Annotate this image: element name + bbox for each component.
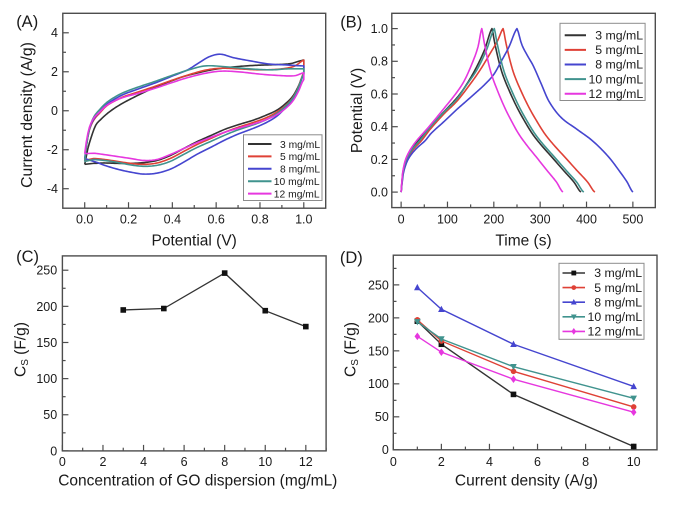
svg-text:(A): (A): [16, 13, 38, 31]
svg-text:250: 250: [368, 278, 389, 292]
svg-text:Potential (V): Potential (V): [152, 233, 237, 250]
svg-text:12 mg/mL: 12 mg/mL: [589, 87, 644, 101]
svg-text:(C): (C): [16, 248, 39, 266]
svg-text:50: 50: [43, 408, 57, 422]
svg-text:12 mg/mL: 12 mg/mL: [588, 325, 643, 339]
svg-text:0.8: 0.8: [251, 212, 268, 226]
svg-text:2: 2: [99, 455, 106, 469]
svg-text:6: 6: [181, 455, 188, 469]
svg-text:CS (F/g): CS (F/g): [343, 322, 362, 377]
svg-text:0: 0: [398, 212, 405, 226]
svg-text:8 mg/mL: 8 mg/mL: [594, 295, 642, 309]
svg-text:(D): (D): [340, 249, 363, 267]
svg-text:150: 150: [36, 336, 57, 350]
svg-text:6: 6: [534, 455, 541, 469]
svg-text:3 mg/mL: 3 mg/mL: [595, 29, 643, 43]
svg-text:12 mg/mL: 12 mg/mL: [274, 189, 320, 200]
svg-text:5 mg/mL: 5 mg/mL: [595, 43, 643, 57]
svg-text:2: 2: [438, 455, 445, 469]
svg-text:8: 8: [582, 455, 589, 469]
svg-text:5 mg/mL: 5 mg/mL: [280, 152, 320, 163]
svg-text:Concentration of GO dispersion: Concentration of GO dispersion (mg/mL): [58, 473, 337, 490]
svg-text:500: 500: [622, 212, 643, 226]
svg-text:0.8: 0.8: [371, 55, 388, 69]
svg-text:1.0: 1.0: [371, 22, 388, 36]
svg-text:0: 0: [382, 443, 389, 457]
svg-text:Current density (A/g): Current density (A/g): [455, 473, 598, 490]
svg-text:8: 8: [221, 455, 228, 469]
svg-text:100: 100: [437, 212, 458, 226]
svg-text:0.4: 0.4: [371, 120, 388, 134]
svg-text:0: 0: [59, 455, 66, 469]
svg-text:200: 200: [368, 311, 389, 325]
svg-text:5 mg/mL: 5 mg/mL: [594, 281, 642, 295]
svg-text:4: 4: [140, 455, 147, 469]
svg-text:0.2: 0.2: [371, 153, 388, 167]
svg-text:-2: -2: [47, 143, 58, 157]
svg-text:150: 150: [368, 344, 389, 358]
svg-text:4: 4: [51, 26, 58, 40]
svg-text:0: 0: [390, 455, 397, 469]
svg-text:4: 4: [486, 455, 493, 469]
svg-text:10: 10: [258, 455, 272, 469]
svg-text:0.0: 0.0: [371, 186, 388, 200]
svg-text:8 mg/mL: 8 mg/mL: [595, 58, 643, 72]
svg-text:300: 300: [530, 212, 551, 226]
svg-text:3 mg/mL: 3 mg/mL: [280, 140, 320, 151]
svg-text:10: 10: [627, 455, 641, 469]
svg-text:100: 100: [368, 377, 389, 391]
svg-text:1.0: 1.0: [295, 212, 312, 226]
svg-text:10 mg/mL: 10 mg/mL: [588, 310, 643, 324]
svg-text:0.6: 0.6: [371, 87, 388, 101]
svg-text:10 mg/mL: 10 mg/mL: [589, 72, 644, 86]
svg-text:2: 2: [51, 65, 58, 79]
svg-text:10 mg/mL: 10 mg/mL: [274, 177, 320, 188]
svg-text:8 mg/mL: 8 mg/mL: [280, 165, 320, 176]
svg-text:3 mg/mL: 3 mg/mL: [594, 266, 642, 280]
svg-text:0.2: 0.2: [120, 212, 137, 226]
svg-text:Time (s): Time (s): [495, 233, 551, 250]
svg-text:250: 250: [36, 264, 57, 278]
svg-text:Potential (V): Potential (V): [349, 68, 366, 153]
svg-text:400: 400: [576, 212, 597, 226]
svg-text:CS (F/g): CS (F/g): [13, 322, 32, 377]
svg-text:0: 0: [51, 104, 58, 118]
svg-text:0.0: 0.0: [76, 212, 93, 226]
svg-text:200: 200: [483, 212, 504, 226]
svg-text:50: 50: [375, 410, 389, 424]
svg-text:100: 100: [36, 372, 57, 386]
svg-text:0: 0: [50, 444, 57, 458]
svg-text:200: 200: [36, 300, 57, 314]
svg-text:(B): (B): [340, 14, 362, 32]
svg-text:0.6: 0.6: [207, 212, 224, 226]
svg-text:-4: -4: [47, 182, 58, 196]
svg-text:0.4: 0.4: [164, 212, 181, 226]
svg-text:12: 12: [299, 455, 313, 469]
svg-text:Current density (A/g): Current density (A/g): [19, 42, 36, 188]
